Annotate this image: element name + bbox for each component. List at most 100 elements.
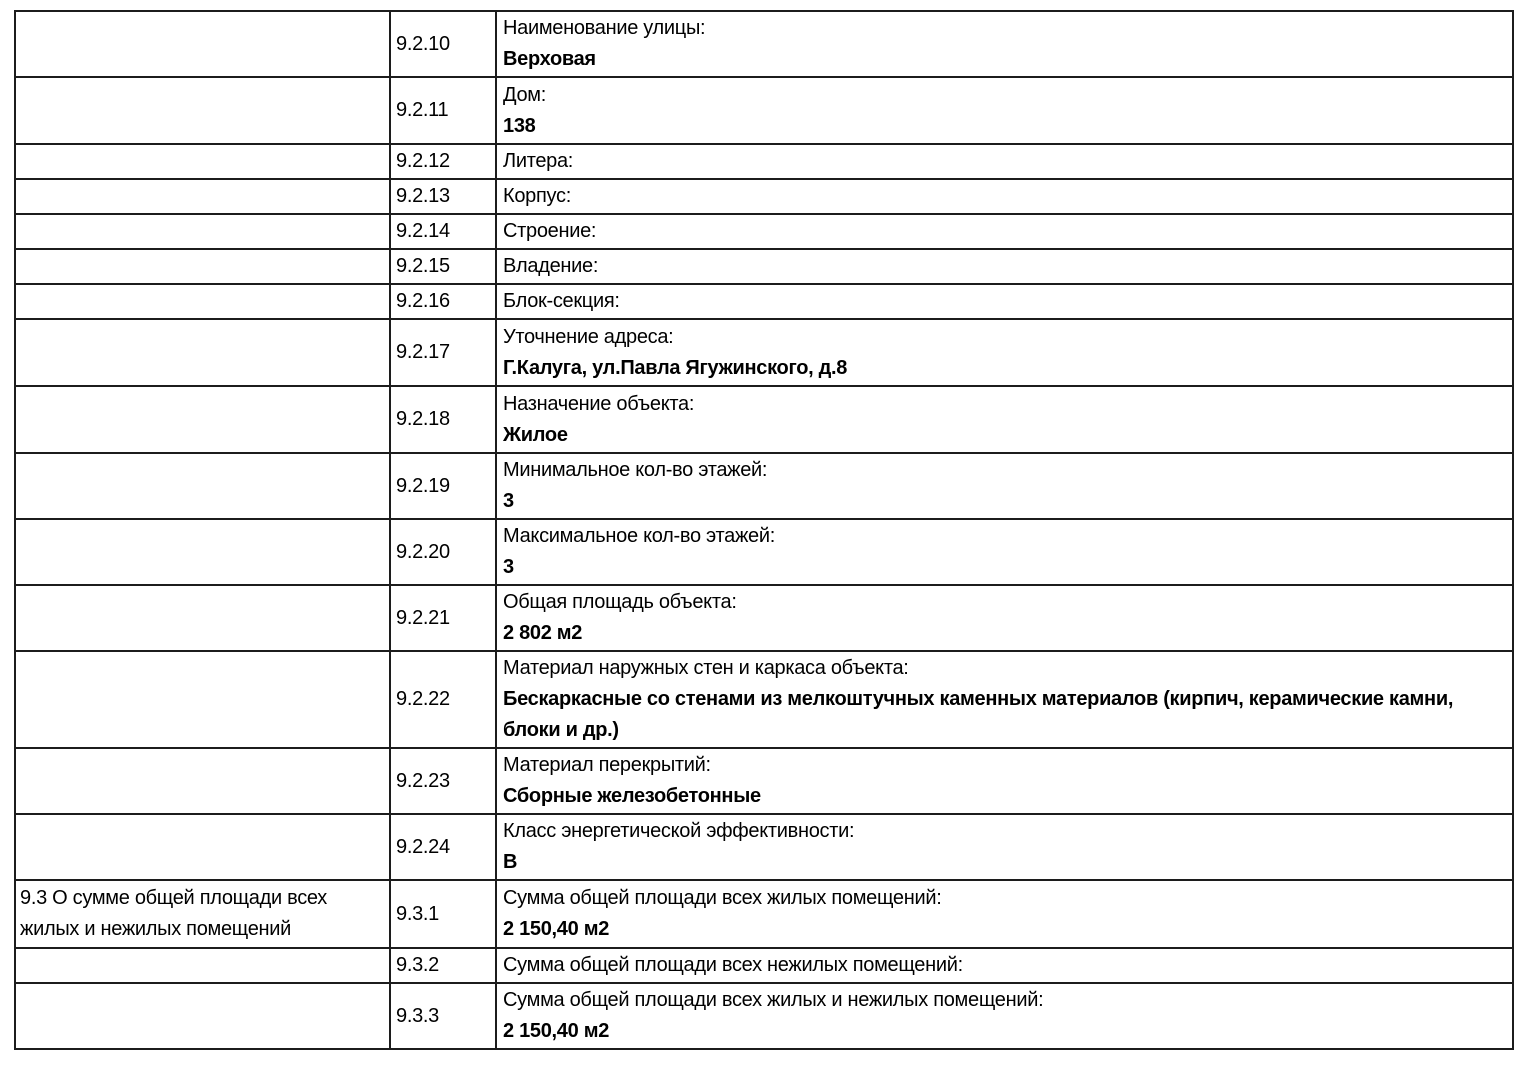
- table-row: 9.2.17 Уточнение адреса: Г.Калуга, ул.Па…: [14, 318, 1514, 387]
- field-label: Материал перекрытий:: [503, 754, 711, 776]
- table-row: 9.2.12 Литера:: [14, 143, 1514, 180]
- code-cell: 9.2.22: [389, 650, 497, 749]
- table-row: 9.2.19 Минимальное кол-во этажей: 3: [14, 452, 1514, 520]
- code-cell: 9.2.13: [389, 178, 497, 215]
- section-cell: [14, 982, 391, 1050]
- field-value: Верховая: [503, 48, 596, 70]
- table-row: 9.2.22 Материал наружных стен и каркаса …: [14, 650, 1514, 749]
- row-code: 9.2.19: [396, 474, 450, 497]
- table-row: 9.2.21 Общая площадь объекта: 2 802 м2: [14, 584, 1514, 652]
- field-label: Строение:: [503, 220, 597, 242]
- section-cell: [14, 213, 391, 250]
- field-label: Общая площадь объекта:: [503, 591, 737, 613]
- field-label: Сумма общей площади всех нежилых помещен…: [503, 954, 963, 976]
- table-row: 9.2.13 Корпус:: [14, 178, 1514, 215]
- field-label: Максимальное кол-во этажей:: [503, 525, 775, 547]
- section-cell: [14, 318, 391, 387]
- field-cell: Строение:: [495, 213, 1514, 250]
- field-label: Назначение объекта:: [503, 392, 695, 415]
- row-code: 9.3.2: [396, 954, 439, 976]
- row-code: 9.2.18: [396, 408, 450, 430]
- field-value: Г.Калуга, ул.Павла Ягужинского, д.8: [503, 356, 848, 379]
- field-cell: Сумма общей площади всех жилых помещений…: [495, 879, 1514, 949]
- code-cell: 9.2.14: [389, 213, 497, 250]
- code-cell: 9.3.2: [389, 947, 497, 984]
- table-row: 9.3 О сумме общей площади всех жилых и н…: [14, 879, 1514, 949]
- row-code: 9.3.3: [396, 1004, 439, 1027]
- field-cell: Минимальное кол-во этажей: 3: [495, 452, 1514, 520]
- section-cell: [14, 283, 391, 320]
- field-cell: Сумма общей площади всех нежилых помещен…: [495, 947, 1514, 984]
- field-value: 2 150,40 м2: [503, 1020, 610, 1042]
- table-row: 9.2.23 Материал перекрытий: Сборные желе…: [14, 747, 1514, 815]
- field-cell: Общая площадь объекта: 2 802 м2: [495, 584, 1514, 652]
- section-cell: [14, 584, 391, 652]
- field-cell: Сумма общей площади всех жилых и нежилых…: [495, 982, 1514, 1050]
- field-label: Класс энергетической эффективности:: [503, 820, 855, 842]
- field-value: Сборные железобетонные: [503, 785, 761, 807]
- field-label: Владение:: [503, 255, 599, 277]
- code-cell: 9.2.23: [389, 747, 497, 815]
- field-label: Дом:: [503, 83, 546, 106]
- field-label: Материал наружных стен и каркаса объекта…: [503, 657, 909, 679]
- field-value: Жилое: [503, 423, 568, 446]
- table-row: 9.2.14 Строение:: [14, 213, 1514, 250]
- section-cell: [14, 143, 391, 180]
- row-code: 9.2.12: [396, 150, 450, 172]
- row-code: 9.2.13: [396, 185, 450, 207]
- field-cell: Корпус:: [495, 178, 1514, 215]
- section-cell: [14, 650, 391, 749]
- row-code: 9.2.15: [396, 255, 450, 277]
- field-cell: Литера:: [495, 143, 1514, 180]
- section-cell: [14, 813, 391, 881]
- code-cell: 9.2.15: [389, 248, 497, 285]
- field-label: Сумма общей площади всех жилых и нежилых…: [503, 989, 1044, 1011]
- field-label: Сумма общей площади всех жилых помещений…: [503, 887, 942, 909]
- field-cell: Блок-секция:: [495, 283, 1514, 320]
- section-cell: [14, 947, 391, 984]
- section-cell: [14, 76, 391, 145]
- code-cell: 9.2.24: [389, 813, 497, 881]
- table-row: 9.2.24 Класс энергетической эффективност…: [14, 813, 1514, 881]
- table-row: 9.3.2 Сумма общей площади всех нежилых п…: [14, 947, 1514, 984]
- table-row: 9.2.16 Блок-секция:: [14, 283, 1514, 320]
- field-value: 2 802 м2: [503, 622, 583, 644]
- table-row: 9.2.15 Владение:: [14, 248, 1514, 285]
- field-label: Минимальное кол-во этажей:: [503, 459, 768, 481]
- code-cell: 9.2.12: [389, 143, 497, 180]
- section-cell: [14, 452, 391, 520]
- declaration-table: 9.2.10 Наименование улицы: Верховая 9.2.…: [14, 10, 1514, 1050]
- section-cell: 9.3 О сумме общей площади всех жилых и н…: [14, 879, 391, 949]
- field-value: Бескаркасные со стенами из мелкоштучных …: [503, 688, 1454, 741]
- field-cell: Назначение объекта: Жилое: [495, 385, 1514, 454]
- section-cell: [14, 385, 391, 454]
- field-value: 138: [503, 114, 536, 137]
- row-code: 9.2.24: [396, 835, 450, 858]
- code-cell: 9.2.16: [389, 283, 497, 320]
- table-row: 9.2.20 Максимальное кол-во этажей: 3: [14, 518, 1514, 586]
- field-cell: Наименование улицы: Верховая: [495, 10, 1514, 78]
- row-code: 9.2.20: [396, 540, 450, 563]
- table-row: 9.3.3 Сумма общей площади всех жилых и н…: [14, 982, 1514, 1050]
- code-cell: 9.2.17: [389, 318, 497, 387]
- code-cell: 9.2.11: [389, 76, 497, 145]
- field-label: Корпус:: [503, 185, 571, 207]
- code-cell: 9.2.18: [389, 385, 497, 454]
- row-code: 9.2.10: [396, 32, 450, 55]
- section-cell: [14, 248, 391, 285]
- code-cell: 9.2.19: [389, 452, 497, 520]
- code-cell: 9.2.10: [389, 10, 497, 78]
- table-row: 9.2.10 Наименование улицы: Верховая: [14, 10, 1514, 78]
- code-cell: 9.3.3: [389, 982, 497, 1050]
- row-code: 9.2.11: [396, 99, 449, 121]
- row-code: 9.2.22: [396, 688, 450, 710]
- code-cell: 9.3.1: [389, 879, 497, 949]
- section-cell: [14, 518, 391, 586]
- code-cell: 9.2.20: [389, 518, 497, 586]
- field-label: Уточнение адреса:: [503, 325, 674, 348]
- table-row: 9.2.18 Назначение объекта: Жилое: [14, 385, 1514, 454]
- code-cell: 9.2.21: [389, 584, 497, 652]
- field-value: 2 150,40 м2: [503, 918, 610, 940]
- field-cell: Уточнение адреса: Г.Калуга, ул.Павла Ягу…: [495, 318, 1514, 387]
- section-text: 9.3 О сумме общей площади всех жилых и н…: [20, 887, 327, 940]
